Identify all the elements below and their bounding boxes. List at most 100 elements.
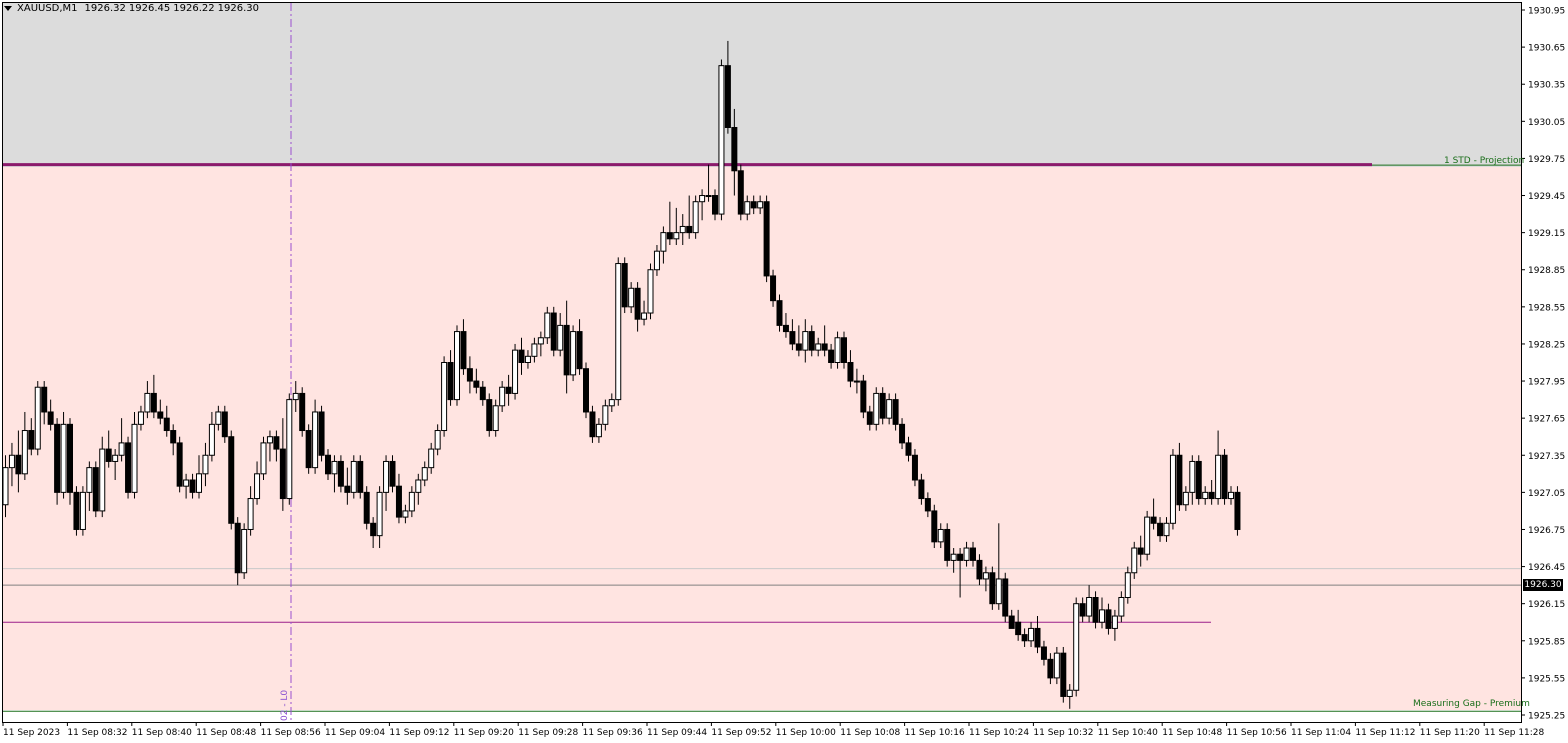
candle (189, 473, 196, 499)
candle-body-bull (499, 386, 506, 407)
candle-body-bull (1169, 454, 1176, 524)
candle-body-bear (221, 411, 228, 438)
candle-body-bear (279, 448, 286, 500)
candle-body-bull (815, 343, 822, 351)
candle-body-bull (1144, 516, 1151, 555)
candle-body-bull (1086, 597, 1093, 617)
candle (621, 257, 628, 314)
candle-body-bull (428, 448, 435, 469)
candle-body-bull (853, 380, 860, 383)
price-label: 1926.75 (1528, 526, 1565, 536)
candle-body-bull (1053, 652, 1060, 679)
candle (550, 306, 557, 357)
candle (653, 245, 660, 276)
candle-body-bull (886, 399, 893, 419)
candle-body-bull (86, 467, 93, 493)
candle (286, 393, 293, 505)
candle (1150, 498, 1157, 530)
candle-body-bear (879, 392, 886, 419)
candle (570, 325, 577, 382)
candle (1092, 591, 1099, 629)
symbol-header[interactable]: XAUUSD,M1 1926.32 1926.45 1926.22 1926.3… (4, 3, 259, 14)
candle-body-bear (1015, 621, 1022, 636)
candle (331, 455, 338, 493)
candle (911, 449, 918, 487)
price-label: 1927.35 (1528, 452, 1565, 462)
candle-body-bull (692, 201, 699, 234)
candle (879, 387, 886, 425)
candle (576, 319, 583, 375)
candle (79, 486, 86, 536)
candle-body-bear (944, 528, 951, 561)
candle-body-bull (266, 436, 273, 444)
candle-body-bear (325, 454, 331, 475)
candle (1028, 622, 1035, 647)
candle (660, 226, 667, 264)
candle (1073, 597, 1080, 697)
candle (163, 405, 170, 437)
candle-body-bull (454, 331, 460, 401)
time-label: 11 Sep 08:56 (261, 728, 321, 738)
candle-body-bull (744, 201, 751, 215)
candle-body-bear (105, 448, 112, 462)
dropdown-triangle-icon[interactable] (4, 6, 12, 11)
candle (602, 399, 609, 431)
time-label: 11 Sep 11:04 (1291, 728, 1351, 738)
candle (118, 418, 125, 462)
candle-body-bear (860, 380, 867, 413)
price-label: 1927.05 (1528, 489, 1565, 499)
candle-body-bear (1060, 652, 1067, 697)
candle (724, 40, 731, 134)
candle-body-bear (712, 195, 718, 215)
candle (428, 442, 435, 474)
candle (757, 195, 764, 215)
candle-body-bear (518, 349, 525, 364)
candle (692, 195, 699, 239)
candle-body-bear (228, 436, 235, 524)
candle (215, 405, 222, 431)
candle-body-bear (1176, 454, 1183, 506)
price-label: 1928.85 (1528, 266, 1565, 276)
candle-body-bear (976, 559, 983, 580)
candle-body-bear (318, 411, 325, 456)
candle-body-bear (634, 287, 641, 320)
candle-body-bull (557, 324, 564, 351)
candle (905, 436, 912, 462)
candle (731, 108, 738, 196)
candle-body-bear (1221, 454, 1228, 500)
candle-body-bull (1111, 615, 1118, 629)
candle-body-bull (376, 491, 383, 537)
candle (357, 455, 364, 499)
candle-body-bull (873, 392, 880, 425)
time-label: 11 Sep 10:00 (776, 728, 836, 738)
candle (512, 343, 519, 400)
candle (1157, 517, 1164, 542)
candle-body-bull (350, 460, 357, 493)
candle-body-bear (589, 411, 596, 438)
candle (615, 257, 622, 406)
candle (415, 473, 422, 505)
candle (1021, 628, 1028, 647)
candle-body-bull (137, 411, 144, 425)
candle (544, 306, 551, 344)
candle-body-bull (1202, 491, 1209, 500)
candle-body-bear (170, 430, 177, 444)
candle-body-bull (1189, 460, 1196, 493)
candle (492, 399, 499, 437)
time-label: 11 Sep 11:12 (1355, 728, 1415, 738)
time-label: 11 Sep 08:48 (196, 728, 256, 738)
candle (383, 455, 390, 511)
candle-body-bear (1021, 634, 1028, 642)
time-label: 11 Sep 10:40 (1098, 728, 1158, 738)
candle (1208, 480, 1215, 505)
candle-body-bear (47, 411, 54, 425)
candle-body-bear (1157, 522, 1164, 537)
premium-zone (3, 167, 1521, 710)
candle (15, 430, 22, 493)
candle (789, 319, 796, 351)
candle (1015, 609, 1022, 641)
candle-body-bull (1163, 522, 1170, 537)
candle-body-bear (1047, 658, 1054, 679)
